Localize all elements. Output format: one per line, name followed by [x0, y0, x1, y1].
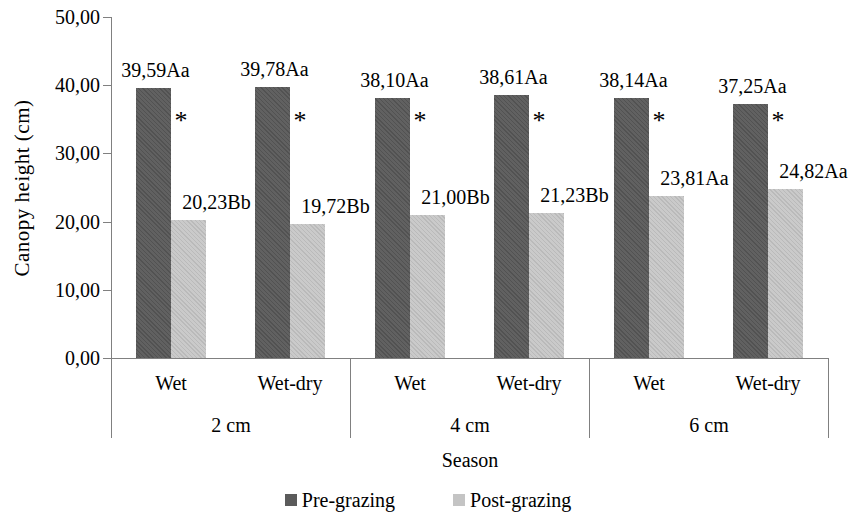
bar-value-label-pre: 39,78Aa — [240, 57, 308, 81]
season-category-label: Wet — [155, 371, 187, 395]
significance-asterisk: * — [294, 108, 307, 134]
season-category-label: Wet — [633, 371, 665, 395]
y-tick-mark — [103, 153, 111, 154]
bar-pre-grazing — [375, 98, 410, 358]
y-tick-mark — [103, 358, 111, 359]
legend-label-pre-grazing: Pre-grazing — [302, 488, 395, 512]
bar-value-label-post: 24,82Aa — [779, 159, 847, 183]
y-tick-label: 0,00 — [28, 346, 100, 370]
bar-value-label-post: 19,72Bb — [301, 194, 369, 218]
post-grazing-swatch-icon — [453, 494, 465, 506]
category-separator-line — [828, 358, 829, 438]
bar-post-grazing — [649, 196, 684, 358]
bar-value-label-pre: 37,25Aa — [718, 74, 786, 98]
y-tick-mark — [103, 222, 111, 223]
significance-asterisk: * — [653, 108, 666, 134]
bar-pre-grazing — [494, 95, 529, 358]
legend: Pre-grazing Post-grazing — [0, 488, 856, 512]
category-separator-line — [350, 358, 351, 438]
season-category-label: Wet-dry — [735, 371, 800, 395]
x-axis-title: Season — [442, 448, 499, 472]
y-axis-line — [111, 17, 112, 438]
bar-post-grazing — [290, 224, 325, 358]
season-category-label: Wet-dry — [257, 371, 322, 395]
y-tick-label: 50,00 — [28, 5, 100, 29]
bar-post-grazing — [768, 189, 803, 358]
significance-asterisk: * — [533, 108, 546, 134]
bar-value-label-post: 21,00Bb — [421, 185, 489, 209]
y-tick-mark — [103, 85, 111, 86]
bar-pre-grazing — [614, 98, 649, 358]
bar-value-label-pre: 38,14Aa — [599, 68, 667, 92]
y-tick-mark — [103, 290, 111, 291]
y-tick-label: 40,00 — [28, 73, 100, 97]
significance-asterisk: * — [175, 108, 188, 134]
stubble-height-group-label: 4 cm — [450, 413, 489, 437]
bar-value-label-post: 20,23Bb — [182, 190, 250, 214]
y-axis-title: Canopy height (cm) — [10, 100, 35, 277]
category-separator-line — [589, 358, 590, 438]
bar-value-label-post: 21,23Bb — [540, 183, 608, 207]
y-tick-label: 10,00 — [28, 278, 100, 302]
y-tick-label: 30,00 — [28, 141, 100, 165]
legend-item-post-grazing: Post-grazing — [453, 488, 571, 512]
bar-post-grazing — [529, 213, 564, 358]
bar-value-label-post: 23,81Aa — [660, 166, 728, 190]
bar-value-label-pre: 38,10Aa — [360, 68, 428, 92]
y-tick-label: 20,00 — [28, 210, 100, 234]
legend-label-post-grazing: Post-grazing — [470, 488, 571, 512]
x-axis-line — [111, 358, 828, 359]
y-tick-mark — [103, 17, 111, 18]
bar-value-label-pre: 39,59Aa — [121, 58, 189, 82]
bar-value-label-pre: 38,61Aa — [479, 65, 547, 89]
bar-pre-grazing — [136, 88, 171, 358]
bar-post-grazing — [410, 215, 445, 358]
bar-pre-grazing — [733, 104, 768, 358]
stubble-height-group-label: 2 cm — [211, 413, 250, 437]
pre-grazing-swatch-icon — [285, 494, 297, 506]
canopy-height-bar-chart: Canopy height (cm) 0,00 10,00 20,00 30,00 40… — [0, 0, 856, 515]
season-category-label: Wet — [394, 371, 426, 395]
bar-pre-grazing — [255, 87, 290, 358]
bar-post-grazing — [171, 220, 206, 358]
stubble-height-group-label: 6 cm — [689, 413, 728, 437]
season-category-label: Wet-dry — [496, 371, 561, 395]
significance-asterisk: * — [772, 108, 785, 134]
legend-item-pre-grazing: Pre-grazing — [285, 488, 395, 512]
significance-asterisk: * — [414, 108, 427, 134]
